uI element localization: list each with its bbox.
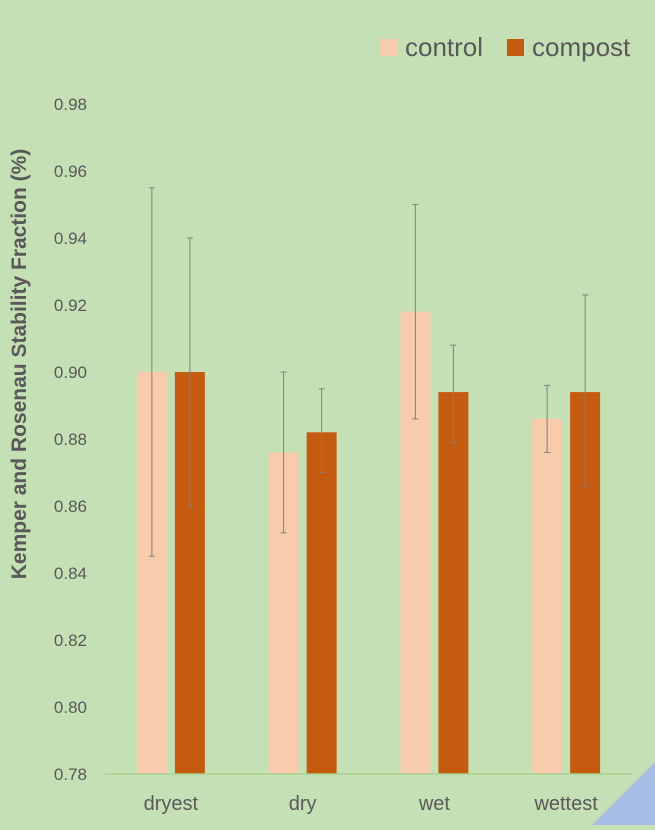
y-axis-title-group: Kemper and Rosenau Stability Fraction (%…: [8, 149, 31, 580]
x-axis-ticks: dryest dry wet wettest: [144, 793, 599, 815]
legend-swatch-compost: [507, 39, 524, 56]
error-bar-compost-dryest: [186, 237, 193, 507]
error-bar-control-dryest: [148, 187, 155, 557]
y-tick-label: 0.84: [54, 564, 87, 583]
x-tick-label: dry: [289, 793, 317, 815]
error-bar-compost-wettest: [582, 294, 589, 487]
y-tick-label: 0.96: [54, 162, 87, 181]
legend-swatch-control: [380, 39, 397, 56]
y-tick-label: 0.94: [54, 229, 87, 248]
bar-control-wettest: [532, 418, 563, 774]
error-bar-compost-wet: [450, 344, 457, 443]
x-tick-label: wettest: [533, 793, 598, 815]
y-axis-title: Kemper and Rosenau Stability Fraction (%…: [8, 149, 31, 580]
y-tick-label: 0.98: [54, 95, 87, 114]
bar-compost-dry: [306, 432, 337, 774]
x-tick-label: wet: [418, 793, 451, 815]
y-tick-label: 0.90: [54, 363, 87, 382]
error-bar-control-dry: [280, 371, 287, 534]
corner-fold-decoration: [592, 762, 655, 825]
legend-label-control: control: [405, 32, 483, 62]
error-bars-layer: [148, 187, 589, 557]
error-bar-compost-dry: [318, 388, 325, 473]
legend-label-compost: compost: [532, 32, 631, 62]
error-bar-control-wet: [412, 204, 419, 420]
x-tick-label: dryest: [144, 793, 199, 815]
y-tick-label: 0.80: [54, 698, 87, 717]
error-bar-control-wettest: [544, 384, 551, 453]
y-tick-label: 0.78: [54, 765, 87, 784]
bar-compost-wet: [438, 392, 469, 774]
legend: control compost: [380, 32, 631, 62]
y-tick-label: 0.86: [54, 497, 87, 516]
y-axis-ticks: 0.78 0.80 0.82 0.84 0.86 0.88 0.90 0.92 0.94 0.96…: [54, 95, 87, 784]
y-tick-label: 0.82: [54, 631, 87, 650]
bars-layer: [136, 311, 601, 774]
y-tick-label: 0.92: [54, 296, 87, 315]
y-tick-label: 0.88: [54, 430, 87, 449]
